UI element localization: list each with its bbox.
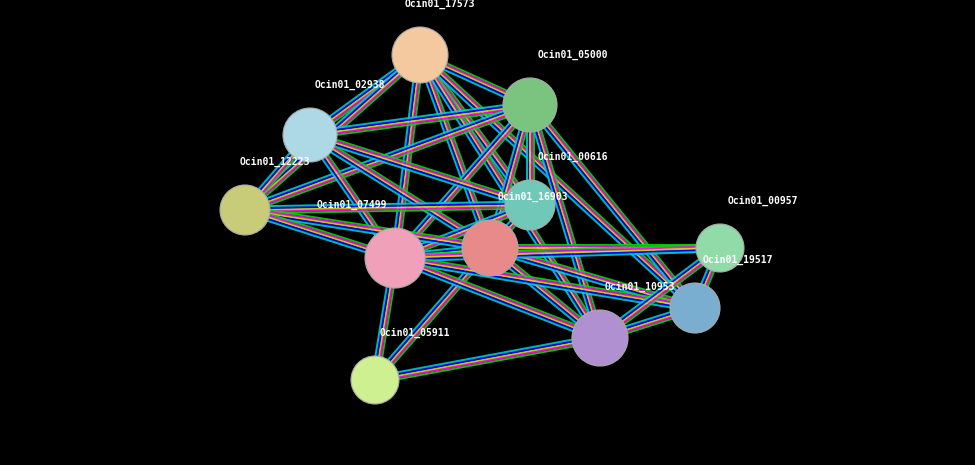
Circle shape: [503, 78, 557, 132]
Text: Ocin01_05911: Ocin01_05911: [380, 328, 450, 338]
Circle shape: [392, 27, 448, 83]
Circle shape: [351, 356, 399, 404]
Text: Ocin01_17573: Ocin01_17573: [405, 0, 475, 9]
Circle shape: [572, 310, 628, 366]
Circle shape: [365, 228, 425, 288]
Circle shape: [462, 220, 518, 276]
Text: Ocin01_05000: Ocin01_05000: [538, 50, 608, 60]
Text: Ocin01_10953: Ocin01_10953: [605, 282, 676, 292]
Circle shape: [505, 180, 555, 230]
Text: Ocin01_12223: Ocin01_12223: [240, 157, 310, 167]
Text: Ocin01_02938: Ocin01_02938: [315, 80, 385, 90]
Circle shape: [670, 283, 720, 333]
Text: Ocin01_00957: Ocin01_00957: [728, 196, 799, 206]
Text: Ocin01_00616: Ocin01_00616: [538, 152, 608, 162]
Circle shape: [696, 224, 744, 272]
Circle shape: [283, 108, 337, 162]
Circle shape: [220, 185, 270, 235]
Text: Ocin01_16903: Ocin01_16903: [498, 192, 568, 202]
Text: Ocin01_07499: Ocin01_07499: [317, 200, 387, 210]
Text: Ocin01_19517: Ocin01_19517: [703, 255, 773, 265]
